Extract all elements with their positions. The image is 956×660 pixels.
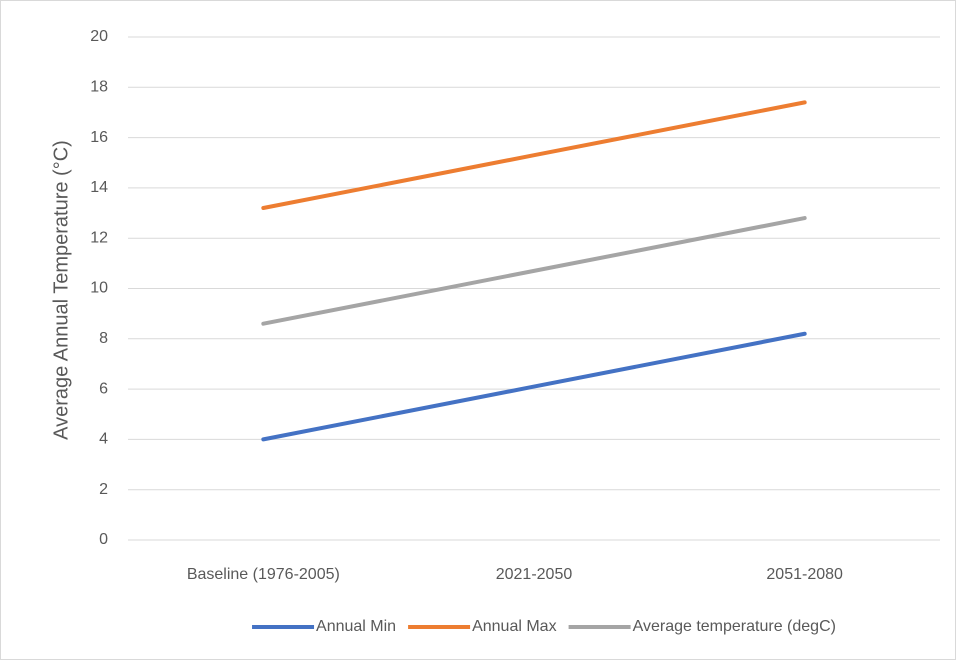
x-tick-label: Baseline (1976-2005) [187,566,340,583]
series-line [261,216,807,326]
series-line [261,100,807,211]
y-tick-label: 8 [99,330,108,347]
x-tick-label: 2051-2080 [766,566,843,583]
legend-label: Annual Max [472,618,557,635]
y-tick-label: 2 [99,481,108,498]
y-tick-label: 4 [99,431,108,448]
series-line [261,331,807,442]
x-tick-label: 2021-2050 [496,566,573,583]
y-tick-label: 18 [90,79,108,96]
y-tick-label: 6 [99,380,108,397]
y-tick-label: 12 [90,229,108,246]
y-tick-label: 20 [90,28,108,45]
y-tick-label: 16 [90,129,108,146]
legend-label: Annual Min [316,618,396,635]
y-tick-label: 14 [90,179,108,196]
legend-label: Average temperature (degC) [633,618,836,635]
y-tick-label: 0 [99,531,108,548]
y-axis-label: Average Annual Temperature (°C) [50,140,72,440]
y-tick-label: 10 [90,280,108,297]
